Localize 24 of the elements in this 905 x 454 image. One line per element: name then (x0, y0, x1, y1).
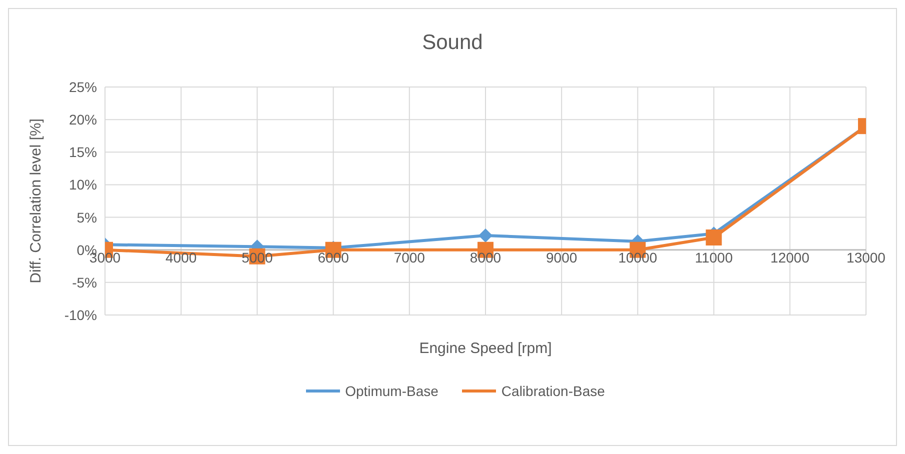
y-axis-title: Diff. Correlation level [%] (27, 118, 44, 284)
chart-title: Sound (421, 31, 484, 55)
x-tick-label: 8000 (470, 250, 502, 266)
legend-label: Optimum-Base (344, 383, 438, 399)
point (478, 228, 492, 243)
x-tick-label: 7000 (394, 250, 426, 266)
y-tick-label: 15% (68, 144, 97, 160)
y-tick-label: -10% (64, 306, 97, 323)
x-tick-label: 9000 (546, 250, 578, 266)
y-tick-label: 20% (68, 112, 97, 128)
y-tick-label: -5% (72, 274, 97, 290)
x-tick-label: 4000 (166, 250, 197, 266)
x-tick-label: 10000 (618, 250, 658, 266)
y-tick-label: 10% (68, 176, 97, 193)
x-tick-label: 6000 (318, 250, 350, 266)
x-tick-label: 11000 (694, 250, 733, 266)
y-tick-label: 5% (76, 209, 97, 226)
x-tick-label: 12000 (770, 250, 810, 266)
x-axis-title: Engine Speed [rpm] (419, 340, 552, 357)
point (706, 229, 722, 246)
x-tick-label: 13000 (846, 250, 886, 266)
legend-label: Calibration-Base (500, 383, 605, 399)
x-tick-label: 5000 (242, 250, 273, 266)
y-tick-label: 25% (68, 78, 97, 95)
